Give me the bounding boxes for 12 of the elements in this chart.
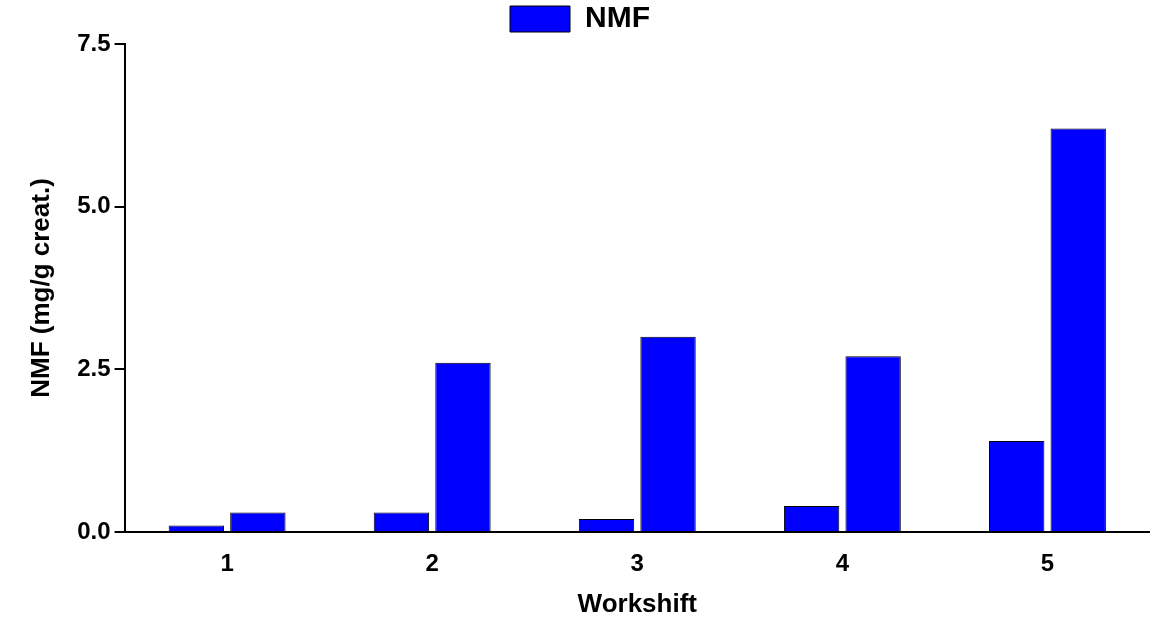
- y-tick-label: 5.0: [77, 191, 111, 219]
- x-tick-label: 4: [835, 549, 850, 577]
- y-tick-label: 7.5: [77, 28, 111, 56]
- x-tick-label: 3: [630, 549, 644, 577]
- x-tick-label: 2: [425, 549, 439, 577]
- x-tick-label: 1: [220, 549, 234, 577]
- y-tick-label: 2.5: [77, 353, 111, 381]
- y-tick-label: 0.0: [77, 516, 111, 544]
- legend-label: NMF: [585, 0, 650, 34]
- x-tick-label: 5: [1040, 549, 1055, 577]
- y-axis-title: NMF (mg/g creat.): [24, 178, 55, 398]
- x-axis-title: Workshift: [577, 587, 698, 618]
